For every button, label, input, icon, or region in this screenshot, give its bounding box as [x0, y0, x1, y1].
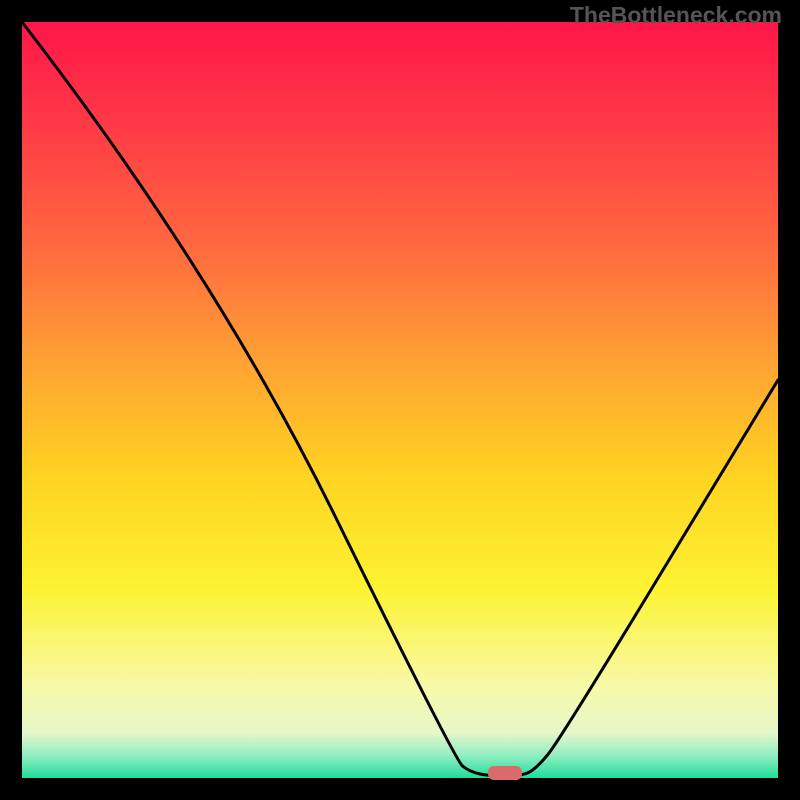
chart-container: TheBottleneck.com: [0, 0, 800, 800]
plot-area: [22, 22, 778, 778]
gradient-background: [22, 22, 778, 778]
plot-svg: [0, 0, 800, 800]
watermark-text: TheBottleneck.com: [570, 2, 782, 29]
optimal-marker: [488, 766, 522, 780]
